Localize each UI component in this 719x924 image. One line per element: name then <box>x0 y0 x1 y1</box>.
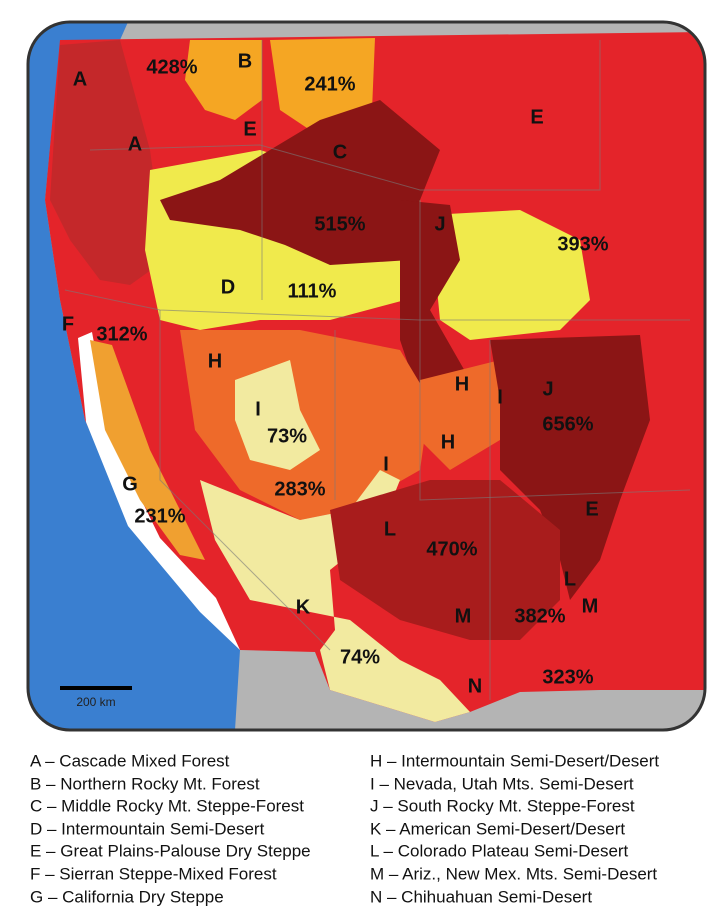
region-j-north <box>400 200 470 400</box>
region-label: L <box>384 518 396 540</box>
border <box>64 289 690 321</box>
legend-entry: M – Ariz., New Mex. Mts. Semi-Desert <box>370 864 657 883</box>
region-c <box>160 100 440 265</box>
region-label: I <box>255 398 261 420</box>
percentage-label: 111% <box>288 280 337 302</box>
legend-entry: B – Northern Rocky Mt. Forest <box>30 774 260 793</box>
legend-entry: G – California Dry Steppe <box>30 887 224 906</box>
map: A A B E C E J D F H H I J I H I G E L L … <box>28 22 705 730</box>
percentage-label: 470% <box>426 538 477 560</box>
percentage-label: 428% <box>146 56 197 78</box>
region-label: G <box>122 473 138 495</box>
region-label: L <box>564 568 576 590</box>
region-j-south <box>490 335 650 600</box>
region-label: I <box>383 453 389 475</box>
percentage-label: 283% <box>274 478 325 500</box>
scale-bar-label: 200 km <box>76 695 115 709</box>
percentage-label: 515% <box>314 213 365 235</box>
legend-entry: N – Chihuahuan Semi-Desert <box>370 887 592 906</box>
region-label: J <box>434 213 445 235</box>
region-label: B <box>238 50 252 72</box>
region-h-east <box>420 360 520 470</box>
legend-entry: J – South Rocky Mt. Steppe-Forest <box>370 796 635 815</box>
legend-entry: K – American Semi-Desert/Desert <box>370 819 625 838</box>
legend-entry: L – Colorado Plateau Semi-Desert <box>370 841 629 860</box>
border <box>419 200 691 501</box>
legend-entry: D – Intermountain Semi-Desert <box>30 819 265 838</box>
scale-bar-line <box>60 686 132 690</box>
region-label: C <box>333 141 347 163</box>
percentage-label: 74% <box>340 646 380 668</box>
percentage-label: 312% <box>96 323 147 345</box>
ocean <box>28 22 240 730</box>
border <box>89 40 601 191</box>
legend-entry: A – Cascade Mixed Forest <box>30 751 230 770</box>
percentage-label: 231% <box>134 505 185 527</box>
legend-entry: F – Sierran Steppe-Mixed Forest <box>30 864 277 883</box>
region-l <box>330 480 560 640</box>
region-k <box>200 470 470 722</box>
region-yellow-ne <box>430 210 590 340</box>
scale-bar: 200 km <box>60 686 132 709</box>
region-label: M <box>582 595 599 617</box>
percentage-label: 382% <box>514 605 565 627</box>
region-label: J <box>542 378 553 400</box>
region-i <box>235 360 320 470</box>
percentage-label: 323% <box>542 666 593 688</box>
region-label: H <box>441 431 455 453</box>
legend-entry: C – Middle Rocky Mt. Steppe-Forest <box>30 796 304 815</box>
region-label: H <box>208 350 222 372</box>
border <box>159 310 331 651</box>
region-label: H <box>455 373 469 395</box>
percentage-label: 73% <box>267 425 307 447</box>
region-label: D <box>221 276 235 298</box>
region-label: E <box>530 106 543 128</box>
region-label: E <box>243 118 256 140</box>
region-g <box>90 340 205 560</box>
region-b <box>185 40 262 120</box>
region-label: I <box>497 386 503 408</box>
legend-entry: I – Nevada, Utah Mts. Semi-Desert <box>370 774 634 793</box>
legend-entry: E – Great Plains-Palouse Dry Steppe <box>30 841 311 860</box>
region-label: K <box>296 596 311 618</box>
region-label: M <box>455 605 472 627</box>
region-label: A <box>73 68 87 90</box>
state-borders <box>64 40 691 700</box>
map-frame <box>26 20 707 732</box>
percentage-label: 393% <box>557 233 608 255</box>
region-label: E <box>585 498 598 520</box>
legend: A – Cascade Mixed Forest B – Northern Ro… <box>30 751 659 906</box>
percentage-label: 241% <box>304 73 355 95</box>
region-label: A <box>128 133 142 155</box>
region-label: F <box>62 313 74 335</box>
legend-entry: H – Intermountain Semi-Desert/Desert <box>370 751 659 770</box>
percentages: 428% 241% 515% 393% 111% 312% 73% 656% 2… <box>96 56 608 688</box>
percentage-label: 656% <box>542 413 593 435</box>
region-label: N <box>468 675 482 697</box>
region-a <box>50 40 165 285</box>
region-labels: A A B E C E J D F H H I J I H I G E L L … <box>62 50 599 697</box>
